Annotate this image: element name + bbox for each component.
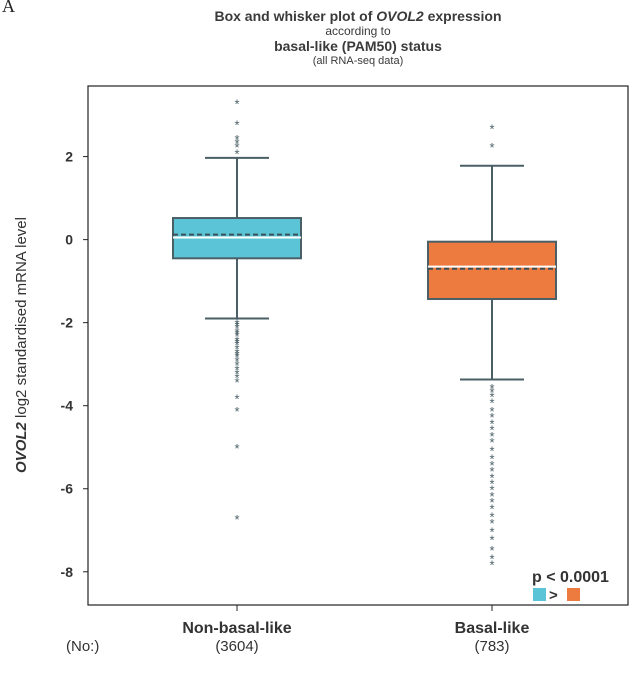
outlier-point: * — [234, 441, 239, 456]
outlier-point: * — [489, 381, 494, 396]
outlier-point: * — [234, 327, 239, 342]
chart-titles: Box and whisker plot of OVOL2 expression… — [88, 8, 628, 68]
y-axis-label: OVOL2 log2 standardised mRNA level — [13, 217, 30, 473]
y-tick-label: -4 — [61, 398, 74, 414]
box-group: *****************************Basal-like(… — [427, 122, 557, 655]
outlier-point: * — [489, 410, 494, 425]
outlier-point: * — [234, 346, 239, 361]
outlier-point: * — [234, 350, 239, 365]
group-count-label: (3604) — [215, 638, 258, 655]
outlier-point: * — [234, 321, 239, 336]
outlier-point: * — [489, 489, 494, 504]
outlier-point: * — [234, 329, 239, 344]
outlier-point: * — [234, 404, 239, 419]
outlier-point: * — [234, 337, 239, 352]
outlier-point: * — [489, 524, 494, 539]
chart-title: Box and whisker plot of OVOL2 expression — [214, 8, 502, 24]
outlier-point: * — [234, 132, 239, 147]
outlier-point: * — [234, 348, 239, 363]
outlier-point: * — [489, 516, 494, 531]
chart-subtitle-2: basal-like (PAM50) status — [274, 38, 442, 54]
x-tick-label: Basal-like — [455, 620, 530, 637]
outlier-point: * — [489, 543, 494, 558]
outlier-point: * — [489, 458, 494, 473]
outlier-point: * — [234, 317, 239, 332]
plot-frame — [87, 85, 629, 606]
outlier-point: * — [234, 371, 239, 386]
count-label: (No:) — [66, 638, 99, 655]
outlier-point: * — [489, 396, 494, 411]
x-tick-label: Non-basal-like — [182, 620, 291, 637]
outlier-point: * — [489, 501, 494, 516]
outlier-point: * — [489, 122, 494, 137]
outlier-point: * — [489, 435, 494, 450]
y-tick-label: -2 — [61, 315, 74, 331]
outlier-point: * — [234, 375, 239, 390]
outlier-point: * — [489, 443, 494, 458]
y-tick-label: -8 — [61, 564, 74, 580]
outlier-point: * — [489, 510, 494, 525]
outlier-point: * — [489, 429, 494, 444]
outlier-point: * — [234, 366, 239, 381]
comparison-symbol: > — [549, 587, 558, 604]
panel-letter: A — [2, 0, 15, 16]
outlier-point: * — [234, 117, 239, 132]
group-count-label: (783) — [474, 638, 509, 655]
outlier-point: * — [489, 452, 494, 467]
outlier-point: * — [234, 335, 239, 350]
y-axis-ticks: 2 0 -2 -4 -6 -8 — [61, 149, 88, 580]
outlier-point: * — [234, 136, 239, 151]
outlier-point: * — [489, 423, 494, 438]
outlier-point: * — [234, 325, 239, 340]
outlier-point: * — [234, 358, 239, 373]
outlier-point: * — [489, 477, 494, 492]
outlier-point: * — [234, 362, 239, 377]
outlier-point: * — [489, 470, 494, 485]
outlier-point: * — [489, 464, 494, 479]
chart-subtitle-3: (all RNA-seq data) — [312, 55, 404, 67]
outlier-point: * — [489, 404, 494, 419]
outlier-point: * — [234, 140, 239, 155]
outlier-point: * — [234, 97, 239, 112]
outlier-point: * — [489, 483, 494, 498]
outlier-point: * — [234, 146, 239, 161]
iqr-box — [427, 240, 557, 300]
outlier-point: * — [489, 495, 494, 510]
outlier-point: * — [489, 416, 494, 431]
box-groups: *****************************Non-basal-l… — [172, 97, 557, 655]
comparison-swatch-basal — [567, 588, 580, 601]
box-group: *****************************Non-basal-l… — [172, 97, 302, 655]
outlier-point: * — [489, 557, 494, 572]
outlier-point: * — [234, 333, 239, 348]
outlier-point: * — [234, 342, 239, 357]
outlier-point: * — [234, 512, 239, 527]
y-tick-label: -6 — [61, 481, 74, 497]
y-tick-label: 0 — [65, 232, 73, 248]
p-value-text: p < 0.0001 — [532, 569, 609, 586]
y-tick-label: 2 — [65, 149, 73, 165]
outlier-point: * — [489, 140, 494, 155]
outlier-point: * — [489, 551, 494, 566]
outlier-point: * — [489, 385, 494, 400]
outlier-point: * — [489, 533, 494, 548]
outlier-point: * — [234, 391, 239, 406]
chart-subtitle-1: according to — [325, 24, 391, 38]
outlier-point: * — [234, 354, 239, 369]
comparison-swatch-non-basal — [533, 588, 546, 601]
outlier-point: * — [234, 319, 239, 334]
outlier-point: * — [489, 389, 494, 404]
